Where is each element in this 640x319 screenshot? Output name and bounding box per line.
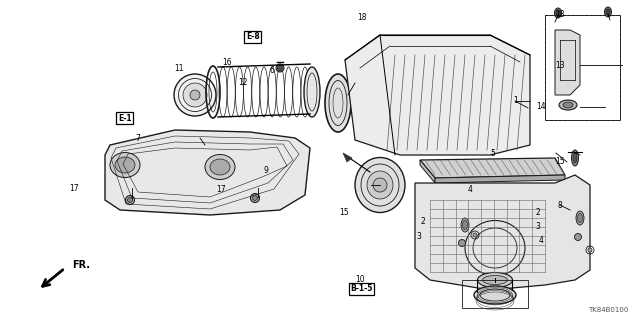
- Text: 1: 1: [513, 96, 518, 105]
- Text: 2: 2: [420, 217, 425, 226]
- Bar: [545, 15, 620, 120]
- Ellipse shape: [367, 171, 393, 199]
- Ellipse shape: [210, 159, 230, 175]
- Ellipse shape: [576, 211, 584, 225]
- Polygon shape: [420, 160, 435, 183]
- Text: 9: 9: [263, 166, 268, 175]
- Ellipse shape: [174, 74, 216, 116]
- Ellipse shape: [304, 67, 320, 117]
- Text: 4: 4: [538, 236, 543, 245]
- Polygon shape: [345, 35, 530, 155]
- Ellipse shape: [559, 100, 577, 110]
- Ellipse shape: [572, 150, 579, 166]
- Text: 6: 6: [269, 66, 275, 75]
- Ellipse shape: [554, 8, 561, 18]
- Text: E-8: E-8: [246, 32, 260, 41]
- Ellipse shape: [563, 102, 573, 108]
- Ellipse shape: [461, 218, 469, 232]
- Text: 5: 5: [490, 149, 495, 158]
- Text: 4: 4: [468, 185, 473, 194]
- Ellipse shape: [477, 272, 513, 287]
- Text: 2: 2: [535, 208, 540, 217]
- Bar: [462, 280, 528, 308]
- Ellipse shape: [605, 7, 611, 17]
- Ellipse shape: [477, 287, 513, 299]
- Ellipse shape: [556, 10, 560, 16]
- Polygon shape: [343, 153, 352, 162]
- Ellipse shape: [473, 233, 477, 237]
- Text: 3: 3: [535, 222, 540, 231]
- Ellipse shape: [125, 196, 134, 204]
- Text: 3: 3: [417, 232, 422, 241]
- Text: 15: 15: [339, 208, 349, 217]
- Text: TK84B0100: TK84B0100: [588, 307, 628, 313]
- Ellipse shape: [483, 276, 508, 285]
- Text: 10: 10: [355, 275, 365, 284]
- Text: B-1-5: B-1-5: [351, 284, 372, 293]
- Ellipse shape: [110, 152, 140, 177]
- Ellipse shape: [573, 153, 577, 163]
- Text: 18: 18: [556, 10, 564, 19]
- Ellipse shape: [276, 64, 284, 72]
- Ellipse shape: [588, 248, 592, 252]
- Ellipse shape: [355, 158, 405, 212]
- Polygon shape: [105, 130, 310, 215]
- Polygon shape: [555, 30, 580, 95]
- Text: 15: 15: [555, 157, 565, 166]
- Text: 18: 18: [357, 13, 366, 22]
- Polygon shape: [435, 175, 565, 183]
- Ellipse shape: [250, 194, 259, 203]
- Text: E-1: E-1: [118, 114, 132, 122]
- Ellipse shape: [115, 157, 135, 173]
- Text: 17: 17: [216, 185, 226, 194]
- Ellipse shape: [278, 65, 282, 70]
- Text: FR.: FR.: [72, 260, 90, 270]
- Ellipse shape: [474, 286, 516, 304]
- Text: 7: 7: [135, 134, 140, 143]
- Ellipse shape: [458, 240, 465, 247]
- Polygon shape: [415, 175, 590, 290]
- Ellipse shape: [606, 9, 610, 15]
- Ellipse shape: [575, 234, 582, 241]
- Ellipse shape: [373, 178, 387, 192]
- Text: 11: 11: [175, 64, 184, 73]
- Ellipse shape: [190, 90, 200, 100]
- Ellipse shape: [463, 220, 467, 229]
- Ellipse shape: [183, 83, 207, 107]
- Polygon shape: [420, 158, 565, 178]
- Text: 8: 8: [557, 201, 563, 210]
- Text: 17: 17: [68, 184, 79, 193]
- Ellipse shape: [253, 196, 257, 201]
- Ellipse shape: [325, 74, 351, 132]
- Ellipse shape: [127, 197, 132, 203]
- Text: 12: 12: [239, 78, 248, 87]
- Text: 16: 16: [222, 58, 232, 67]
- Text: 13: 13: [555, 61, 565, 70]
- Ellipse shape: [577, 213, 582, 222]
- Text: 14: 14: [536, 102, 546, 111]
- Ellipse shape: [205, 154, 235, 180]
